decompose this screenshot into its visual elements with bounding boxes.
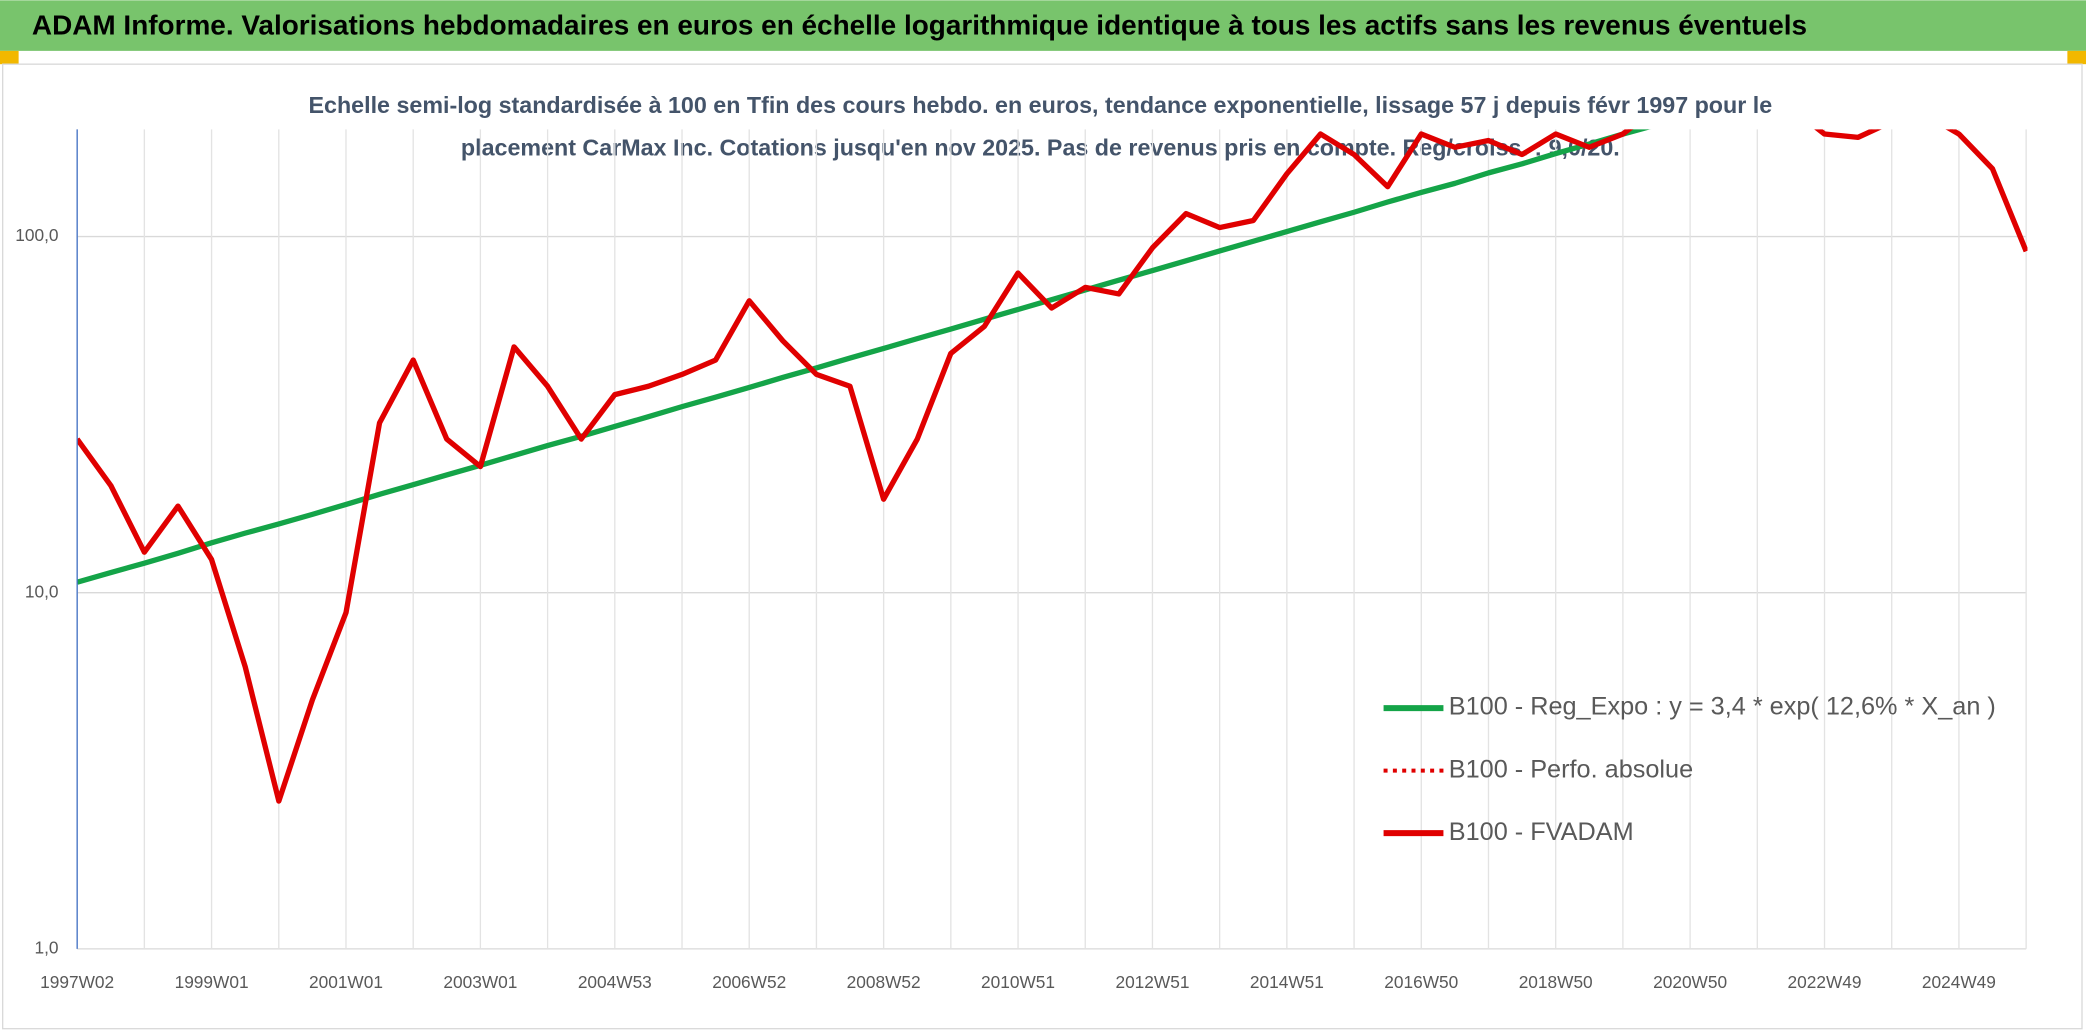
x-tick-label: 2004W53 [578, 972, 652, 992]
x-tick-label: 2014W51 [1250, 972, 1324, 992]
title-bar [0, 0, 2086, 51]
y-tick-label: 100,0 [15, 225, 58, 245]
chart-subtitle: Echelle semi-log standardisée à 100 en T… [309, 92, 1773, 118]
plot [77, 129, 2028, 804]
legend-label: B100 - FVADAM [1449, 818, 1634, 846]
legend-label: B100 - Perfo. absolue [1449, 755, 1693, 783]
chart-title: ADAM Informe. Valorisations hebdomadaire… [32, 9, 1807, 40]
x-tick-label: 2012W51 [1115, 972, 1189, 992]
x-tick-label: 1997W02 [40, 972, 114, 992]
corner [2067, 50, 2086, 65]
chart-frame [1, 63, 2083, 1030]
x-tick-label: 2022W49 [1788, 972, 1862, 992]
x-tick-label: 2018W50 [1519, 972, 1593, 992]
x-tick-label: 2024W49 [1922, 972, 1996, 992]
x-tick-label: 2006W52 [712, 972, 786, 992]
x-tick-label: 2001W01 [309, 972, 383, 992]
y-tick-label: 10,0 [25, 581, 59, 601]
axes: 1,0 10,0 100,0 1997W02 1999W01 2001W01 2003W01… [15, 129, 1996, 992]
chart-subtitle: placement CarMax Inc. Cotations jusqu'en… [461, 134, 1620, 160]
x-tick-label: 1999W01 [175, 972, 249, 992]
corner [0, 50, 19, 65]
x-tick-label: 2016W50 [1384, 972, 1458, 992]
x-tick-label: 2020W50 [1653, 972, 1727, 992]
series-line [77, 129, 1651, 585]
legend-label: B100 - Reg_Expo : y = 3,4 * exp( 12,6% *… [1449, 693, 1996, 721]
x-tick-label: 2008W52 [847, 972, 921, 992]
x-tick-label: 2010W51 [981, 972, 1055, 992]
y-tick-label: 1,0 [35, 937, 59, 957]
series-line [77, 129, 2028, 804]
x-tick-label: 2003W01 [443, 972, 517, 992]
